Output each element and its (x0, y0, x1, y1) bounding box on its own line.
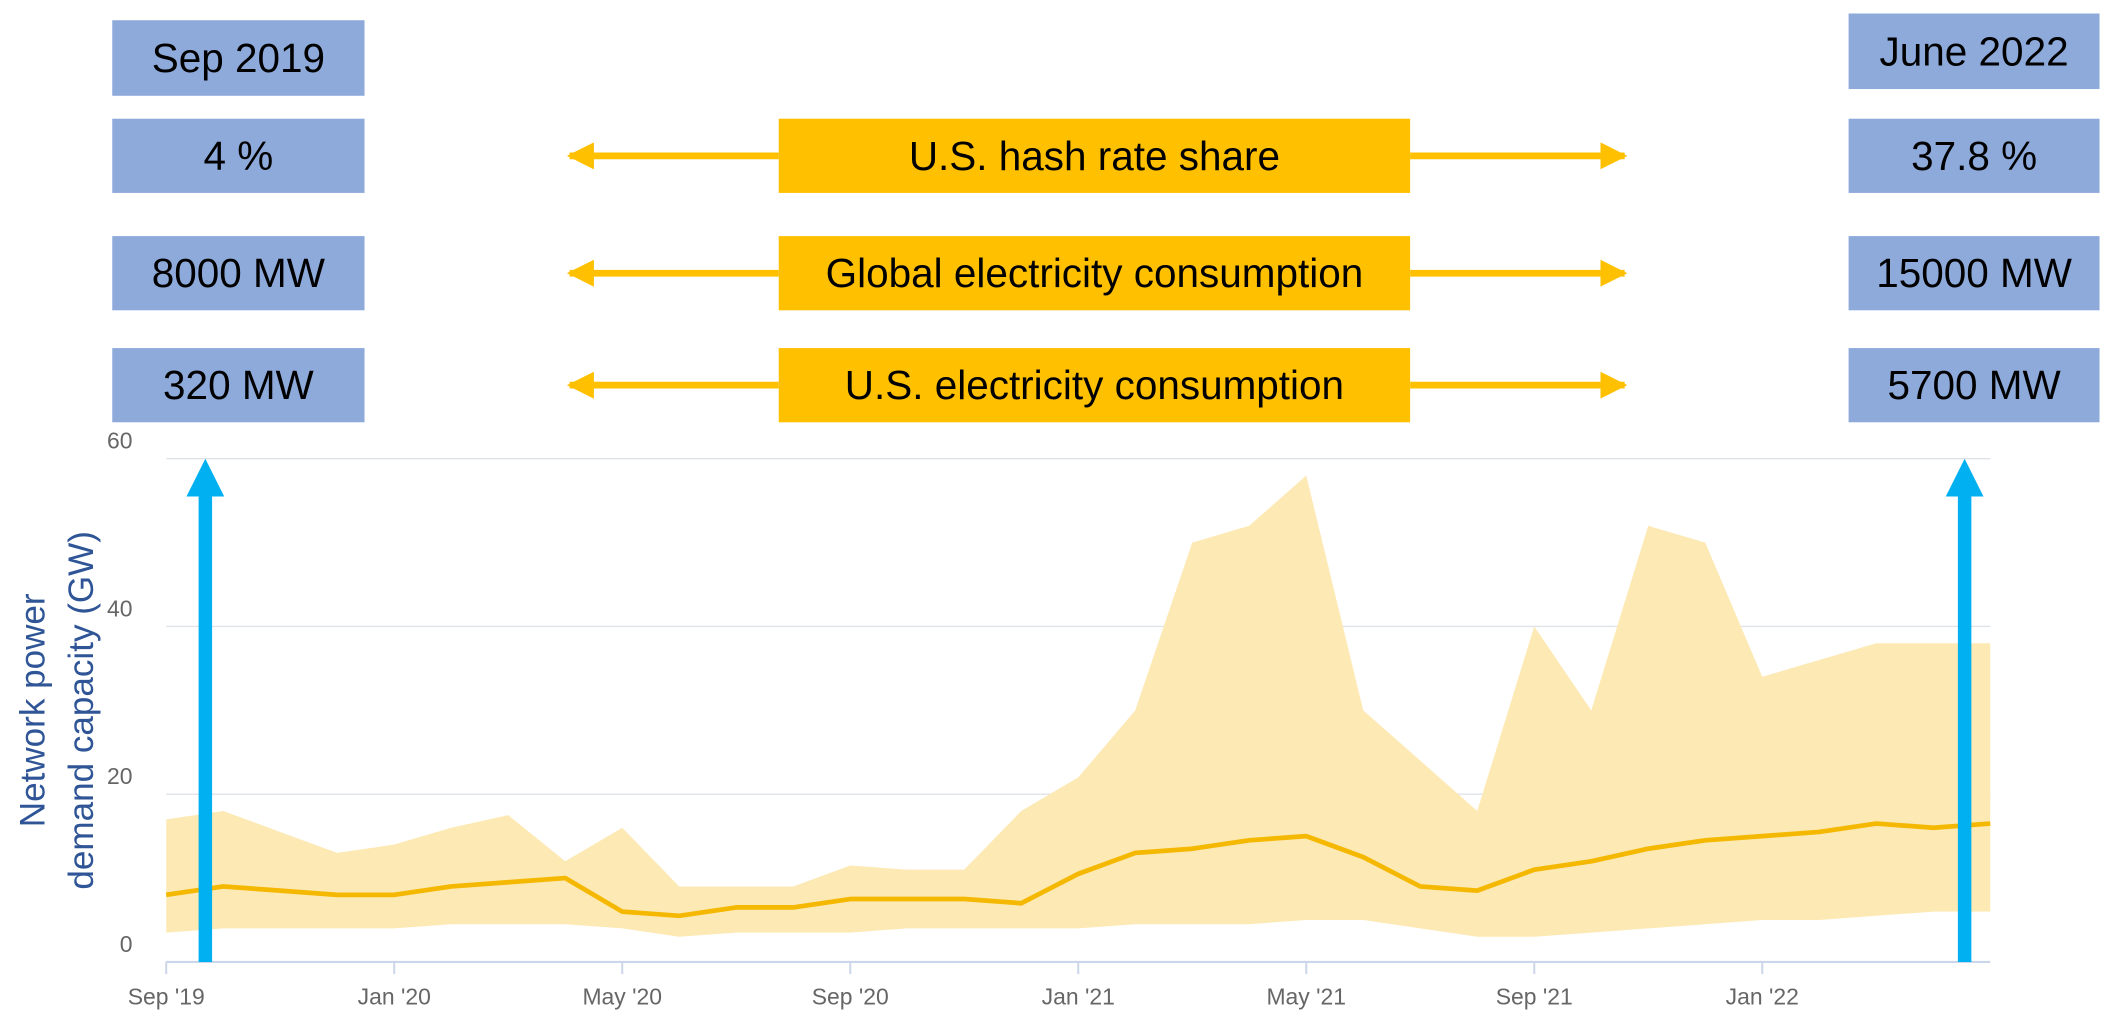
row-label: U.S. hash rate share (909, 133, 1280, 179)
arrow-head (186, 458, 225, 497)
x-tick-label: May '21 (1266, 983, 1346, 1009)
arrow-head (1945, 458, 1984, 497)
x-tick-label: Jan '22 (1726, 983, 1799, 1009)
range-band (166, 475, 1991, 937)
x-tick-label: Jan '20 (358, 983, 431, 1009)
start-date: Sep 2019 (152, 35, 325, 81)
y-tick-label: 20 (107, 763, 132, 789)
end-box (1848, 348, 2100, 423)
end-value: 15000 MW (1876, 250, 2072, 296)
x-tick-label: Sep '21 (1496, 983, 1573, 1009)
start-box (112, 118, 365, 193)
end-date-box (1848, 13, 2100, 90)
blue-arrows (186, 458, 1984, 962)
x-tick-label: Sep '20 (812, 983, 889, 1009)
end-box (1848, 118, 2100, 193)
end-value: 5700 MW (1887, 362, 2061, 408)
y-tick-label: 60 (107, 428, 132, 454)
rows: 4 % 37.8 % U.S. hash rate share 8000 MW 1500… (112, 118, 2100, 423)
y-tick-label: 0 (120, 931, 133, 957)
start-value: 8000 MW (152, 250, 326, 296)
y-axis-label: Network power (14, 593, 53, 827)
x-tick-label: May '20 (582, 983, 662, 1009)
y-axis-label: demand capacity (GW) (62, 531, 101, 890)
start-box (112, 348, 365, 423)
estimate-line (165, 821, 1991, 919)
start-date-box (112, 20, 365, 96)
start-value: 4 % (204, 133, 274, 179)
x-tick-label: Jan '21 (1042, 983, 1115, 1009)
start-box (112, 236, 365, 311)
label-box (778, 118, 1411, 193)
row-label: Global electricity consumption (826, 250, 1364, 296)
end-date: June 2022 (1880, 28, 2069, 74)
label-box (778, 348, 1411, 423)
label-box (778, 236, 1411, 311)
start-value: 320 MW (163, 362, 314, 408)
y-tick-label: 40 (107, 595, 132, 621)
row-label: U.S. electricity consumption (845, 362, 1344, 408)
x-tick-label: Sep '19 (128, 983, 205, 1009)
end-box (1848, 236, 2100, 311)
end-value: 37.8 % (1911, 133, 2037, 179)
